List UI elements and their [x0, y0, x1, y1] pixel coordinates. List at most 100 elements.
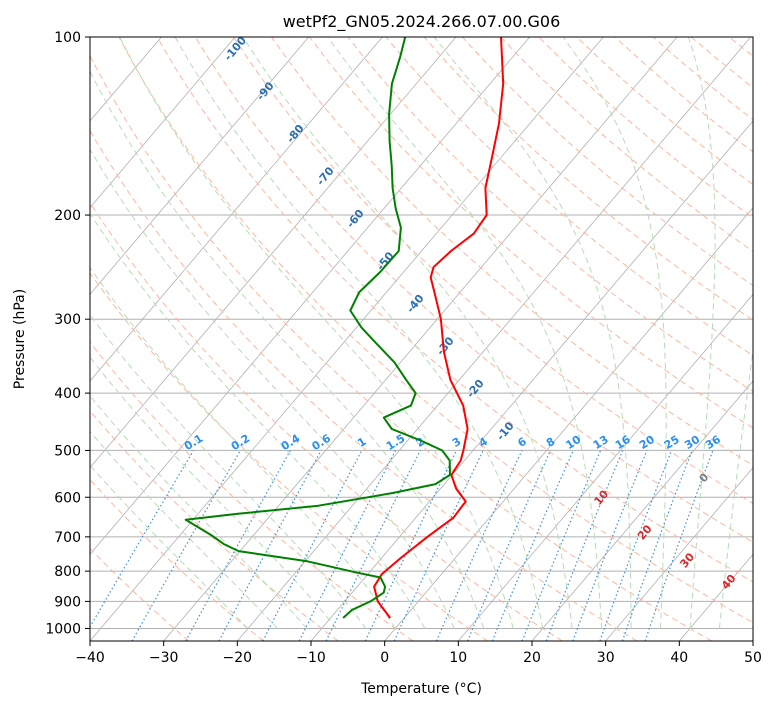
dry-adiabat — [271, 37, 753, 466]
moist-adiabat — [119, 37, 514, 629]
plot-frame — [89, 36, 754, 642]
mixing-ratio-line — [545, 450, 624, 641]
mixing-ratio-label: 0.6 — [310, 432, 334, 454]
dry-adiabat — [232, 37, 753, 504]
mixing-ratio-label: 10 — [563, 433, 583, 452]
sounding-traces — [184, 37, 505, 619]
mixing-ratio-label: 16 — [613, 433, 633, 452]
y-axis-label: Pressure (hPa) — [12, 289, 28, 389]
y-tick-label: 400 — [54, 386, 81, 402]
moist-adiabat — [90, 266, 396, 629]
moist-adiabat — [174, 37, 544, 629]
moist-adiabat — [90, 395, 308, 629]
y-axis: 100 200 300 400 500 600 700 800 900 1000 — [45, 30, 90, 638]
y-tick-label: 600 — [54, 490, 81, 506]
isotherm-line — [531, 380, 753, 641]
isotherm-line — [458, 293, 753, 641]
mixing-ratio-label: 0.1 — [182, 432, 205, 453]
mixing-ratio-line — [298, 450, 397, 641]
moist-adiabat — [90, 70, 485, 629]
mixing-ratio-line — [218, 450, 322, 641]
chart-title: wetPf2_GN05.2024.266.07.00.G06 — [283, 12, 561, 32]
dry-adiabats — [90, 37, 753, 641]
moist-adiabat — [719, 345, 753, 629]
background-grid — [90, 37, 753, 641]
moist-adiabat — [90, 148, 455, 629]
dry-adiabat-label: -40 — [404, 292, 427, 316]
isotherm-line — [752, 640, 753, 641]
dry-adiabat — [90, 410, 339, 641]
mixing-ratio-lines — [90, 450, 714, 641]
dry-adiabat-label: -50 — [374, 249, 397, 273]
mixing-ratio-label: 3 — [450, 435, 463, 450]
dry-adiabat — [118, 37, 753, 624]
moist-adiabat — [90, 430, 278, 629]
x-tick-label: 30 — [597, 650, 615, 666]
x-tick-label: −20 — [223, 650, 253, 666]
moist-adiabat — [562, 37, 667, 629]
moist-adiabat — [327, 37, 603, 629]
mixing-ratio-line — [491, 450, 574, 641]
dry-adiabat — [90, 478, 264, 641]
moist-adiabat — [90, 356, 337, 629]
isotherm-line — [163, 37, 678, 641]
moist-adiabat — [433, 37, 632, 629]
dry-adiabat-label: -80 — [284, 122, 307, 146]
mixing-ratio-label: 30 — [682, 433, 702, 452]
moist-adiabat — [242, 37, 573, 629]
dry-adiabat — [347, 37, 753, 393]
dry-adiabat-label: 10 — [591, 487, 611, 507]
mixing-ratio-label: 1.5 — [384, 432, 407, 453]
moist-adiabat — [90, 212, 426, 629]
y-tick-label: 300 — [54, 312, 81, 328]
dry-adiabat — [194, 37, 753, 543]
mixing-ratio-line — [644, 450, 714, 641]
dry-adiabat — [90, 341, 414, 641]
isotherm-line — [90, 37, 604, 641]
moist-adiabat — [90, 314, 367, 629]
mixing-ratio-label: 25 — [662, 433, 682, 452]
isotherm-line — [605, 467, 753, 641]
dry-adiabat — [90, 54, 712, 641]
isotherm-line — [90, 37, 457, 469]
mixing-ratio-label: 13 — [591, 433, 611, 452]
x-tick-label: 20 — [523, 650, 541, 666]
y-tick-label: 100 — [54, 30, 81, 46]
isotherm-line — [90, 37, 236, 209]
x-tick-label: −30 — [149, 650, 179, 666]
dry-adiabat-label: -20 — [464, 377, 487, 401]
isotherm-line — [310, 120, 753, 641]
dry-adiabat — [90, 129, 638, 641]
x-axis: −40 −30 −20 −10 0 10 20 30 40 50 — [75, 641, 762, 666]
dry-adiabat — [500, 37, 753, 253]
dry-adiabat — [729, 37, 753, 57]
dry-adiabat-label: 0 — [697, 471, 712, 485]
mixing-ratio-line — [521, 450, 602, 641]
dry-adiabat-label: 20 — [635, 522, 655, 542]
mixing-ratio-line — [621, 450, 693, 641]
mixing-ratio-line — [435, 450, 523, 641]
mixing-ratio-label: 1 — [355, 435, 368, 450]
x-tick-label: 50 — [744, 650, 762, 666]
dry-adiabat — [538, 37, 753, 219]
mixing-ratio-label: 0.2 — [229, 432, 252, 453]
x-tick-label: 10 — [449, 650, 467, 666]
y-tick-label: 500 — [54, 443, 81, 459]
moist-adiabat — [90, 464, 249, 629]
dry-adiabat — [90, 201, 563, 641]
dry-adiabat-label: -100 — [221, 34, 249, 64]
mixing-ratio-label: 20 — [637, 433, 657, 452]
dry-adiabat — [90, 547, 190, 641]
mixing-ratio-line — [185, 450, 291, 641]
isotherm-line — [679, 553, 753, 641]
x-tick-label: 0 — [380, 650, 389, 666]
mixing-ratio-label: 0.4 — [279, 432, 303, 454]
dry-adiabat — [690, 37, 753, 89]
dry-adiabat — [309, 37, 753, 429]
mixing-ratio-line — [599, 450, 673, 641]
isotherm-line — [90, 37, 383, 382]
y-tick-label: 200 — [54, 208, 81, 224]
isotherm-line — [237, 37, 752, 641]
temperature-trace — [373, 37, 505, 619]
